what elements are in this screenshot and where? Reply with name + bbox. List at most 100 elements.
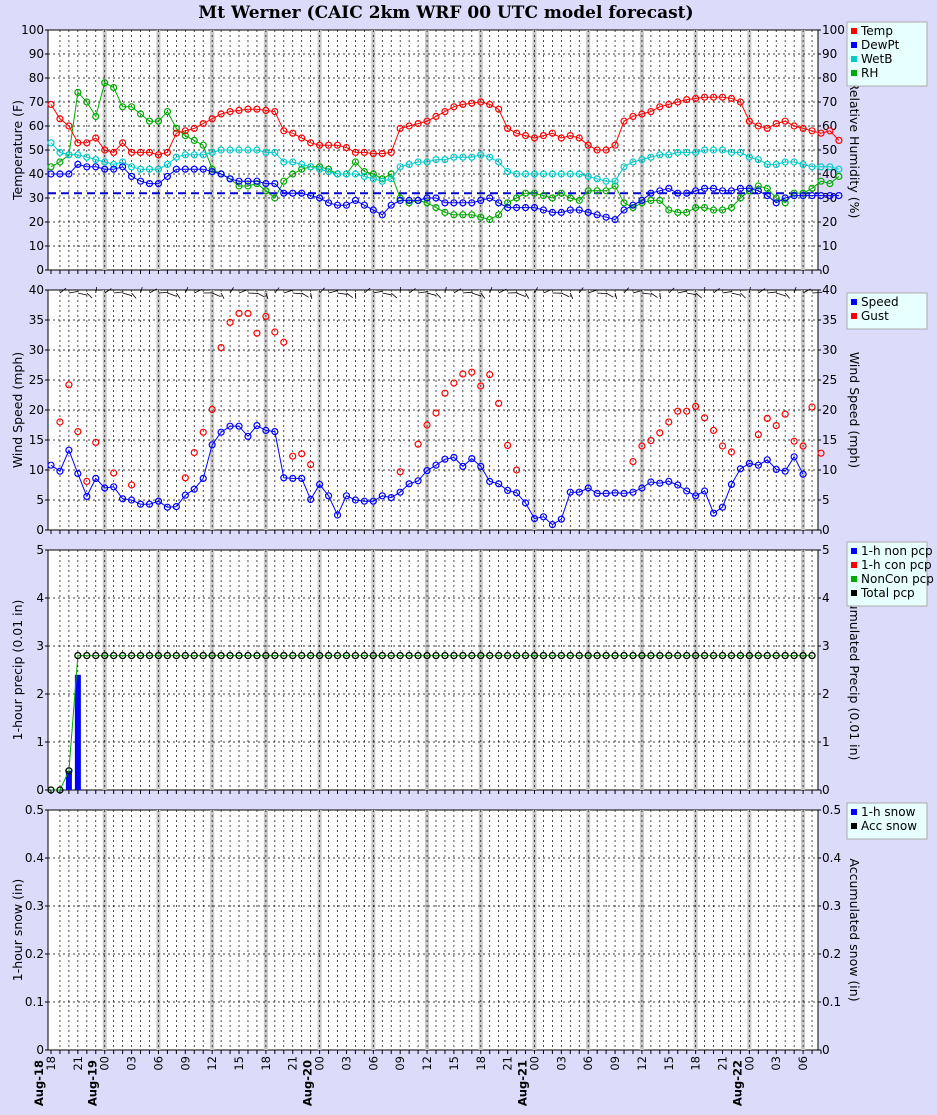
wetb-series-point (656, 151, 664, 159)
temp-series-point (280, 127, 288, 135)
rh-series-point (709, 206, 718, 214)
rh-series-point (199, 141, 207, 149)
rh-series-point (790, 189, 798, 197)
dewpt-series-point (423, 194, 431, 202)
dewpt-series-point (647, 189, 655, 197)
plot-area (47, 809, 819, 1051)
temp-series-point (512, 129, 521, 137)
noncon-series-line (51, 655, 813, 791)
wetb-series-point (199, 151, 207, 159)
gust-point (512, 466, 521, 474)
legend-swatch (851, 56, 857, 62)
y-tick-left: 90 (29, 47, 44, 61)
rh-series-point (244, 182, 252, 190)
rh-series-point (289, 170, 297, 178)
wetb-series-point (163, 160, 171, 168)
y-tick-left: 100 (21, 23, 44, 37)
y-tick-left: 0 (36, 783, 44, 797)
x-tick-label: 15 (662, 1056, 676, 1071)
wetb-series-point (683, 148, 691, 156)
temp-series-point (262, 106, 270, 115)
total-point (65, 767, 73, 775)
total-point (360, 651, 368, 660)
rh-series-point (718, 206, 727, 214)
temp-series-point (316, 141, 324, 149)
wetb-series-point (423, 158, 431, 166)
total-point (432, 651, 440, 660)
x-tick-label: 18 (474, 1056, 488, 1071)
speed-series-point (575, 488, 583, 496)
rh-series-point (826, 180, 834, 188)
temp-series-point (450, 103, 458, 111)
rh-series-point (298, 165, 306, 173)
wind-barb (399, 286, 402, 294)
dewpt-series-point (333, 201, 342, 209)
dewpt-series-point (432, 194, 440, 202)
total-point (163, 651, 171, 660)
gust-point (709, 426, 718, 434)
dewpt-series-point (835, 192, 843, 200)
y-tick-left: 4 (36, 591, 44, 605)
y-label-right: Wind Speed (mph) (847, 352, 862, 468)
temp-series-point (781, 117, 789, 125)
total-point (611, 651, 619, 660)
rh-series-point (781, 199, 789, 207)
speed-series-point (235, 422, 243, 430)
rh-series-point (477, 213, 485, 221)
y-label-left: 1-hour precip (0.01 in) (10, 600, 25, 741)
total-point (47, 786, 55, 794)
legend-label: NonCon pcp (861, 572, 934, 586)
gust-point (92, 438, 100, 446)
rh-series-point (495, 211, 503, 219)
y-tick-right: 20 (822, 215, 837, 229)
total-point (575, 651, 583, 660)
wetb-series-point (253, 146, 261, 154)
wetb-series-point (602, 177, 610, 185)
wetb-series-point (718, 146, 727, 154)
gust-point (701, 414, 709, 422)
wetb-series-point (817, 163, 825, 171)
rh-series-point (154, 117, 163, 125)
dewpt-series-point (486, 194, 494, 202)
wind-barb (632, 290, 643, 294)
gust-point (396, 468, 404, 476)
speed-series-point (611, 489, 619, 497)
wind-barb (95, 286, 98, 294)
temp-series-point (826, 127, 834, 135)
speed-series-point (190, 485, 198, 493)
legend-label: Speed (861, 295, 899, 309)
precip-bar (65, 770, 72, 790)
temp-series-point (656, 103, 664, 111)
legend-label: 1-h snow (861, 805, 916, 819)
total-point (504, 651, 512, 660)
temp-series-point (208, 115, 216, 123)
x-tick-label: 00 (742, 1056, 756, 1071)
gust-point (280, 338, 288, 346)
y-tick-right: 50 (822, 143, 837, 157)
dewpt-series-point (199, 165, 207, 173)
wind-barb (776, 292, 786, 297)
wetb-series-point (83, 153, 91, 161)
dewpt-series-point (674, 189, 682, 197)
dewpt-series-point (342, 201, 351, 209)
x-day-label: Aug-18 (32, 1060, 46, 1106)
gust-point (65, 381, 73, 389)
wind-barb (238, 289, 248, 294)
wind-barb (525, 292, 530, 299)
speed-series-point (217, 428, 225, 436)
legend-box (846, 541, 928, 607)
wind-barb (319, 287, 325, 294)
gust-point (253, 329, 261, 337)
temp-series-point (692, 94, 700, 103)
dewpt-series-point (235, 177, 243, 185)
rh-series-point (701, 204, 709, 212)
wind-barb (328, 290, 338, 294)
speed-series-point (754, 461, 762, 469)
y-tick-right: 3 (822, 639, 830, 653)
total-point (495, 651, 503, 660)
dewpt-series-point (47, 170, 55, 178)
wind-barb (659, 292, 661, 300)
wetb-series-point (289, 158, 297, 166)
wetb-series-point (208, 148, 216, 156)
rh-series-point (360, 168, 368, 176)
